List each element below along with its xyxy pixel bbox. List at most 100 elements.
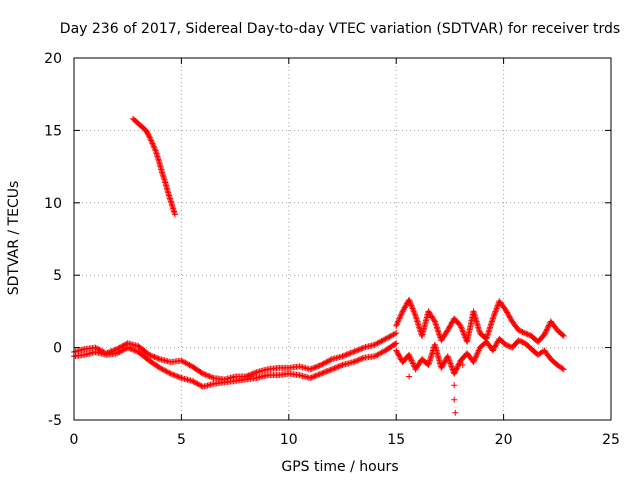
data-point [543,327,550,334]
data-point [358,355,365,362]
data-point [448,363,455,370]
data-point [352,347,359,354]
data-point [150,353,157,360]
data-point [173,372,180,379]
chart-title: Day 236 of 2017, Sidereal Day-to-day VTE… [60,21,620,37]
data-point [318,361,325,368]
data-point [320,360,327,367]
data-point [492,342,499,349]
data-point [490,314,497,321]
data-point [441,359,448,366]
data-point [383,335,390,342]
data-point [396,353,403,360]
data-point [379,348,386,355]
data-point [446,357,453,364]
data-point [502,341,509,348]
data-point [122,346,129,353]
data-point [338,362,345,369]
data-point [331,365,338,372]
data-point [131,347,138,354]
data-point [502,306,509,313]
data-point [205,372,212,379]
data-point [406,353,413,360]
data-point [452,368,459,375]
data-point [505,342,512,349]
data-point [375,351,382,358]
data-point [448,320,455,327]
data-point [493,305,500,312]
data-point [170,371,177,378]
data-point [522,330,529,337]
data-point [207,373,214,380]
x-tick-label: 5 [177,432,186,448]
data-point [186,361,193,368]
data-point [158,365,165,372]
data-point [409,305,416,312]
data-point [163,368,170,375]
data-point [312,372,319,379]
data-point [151,354,158,361]
data-point [505,312,512,319]
data-point [351,348,358,355]
data-point [116,348,123,355]
data-point [407,301,414,308]
data-point [377,350,384,357]
data-point [458,325,465,332]
data-point [439,362,446,369]
data-point [441,358,448,365]
data-point [393,321,400,328]
data-point [206,373,213,380]
data-point [397,355,404,362]
data-point [445,354,452,361]
data-point [515,337,522,344]
data-point [406,373,413,380]
data-point [171,372,178,379]
data-point [446,323,453,330]
data-point [308,365,315,372]
data-point [315,363,322,370]
data-point [246,371,253,378]
data-point [520,329,527,336]
data-point [393,330,400,337]
data-point [358,345,365,352]
data-point [492,309,499,316]
data-point [504,310,511,317]
data-point [409,304,416,311]
data-point [202,371,209,378]
data-point [543,326,550,333]
data-point [451,396,458,403]
data-point [390,331,397,338]
data-point [311,364,318,371]
data-point [324,358,331,365]
data-point [451,370,458,377]
data-point [307,366,314,373]
data-point [452,409,459,416]
data-point [150,143,157,150]
data-point [324,367,331,374]
data-point [115,349,122,356]
data-point [194,380,201,387]
data-point [444,353,451,360]
data-point [459,361,466,368]
data-point [516,327,523,334]
data-point [440,361,447,368]
data-point [378,338,385,345]
data-point [320,369,327,376]
data-point [332,364,339,371]
data-point [148,137,155,144]
data-point [399,309,405,316]
data-point [374,351,381,358]
data-point [311,373,318,380]
data-point [397,312,404,319]
data-point [373,340,380,347]
data-point [164,369,171,376]
data-point [167,370,174,377]
data-point [371,353,378,360]
data-point [395,317,402,324]
data-point [309,373,316,380]
data-point [408,302,415,309]
data-point [397,314,404,321]
data-point [308,374,315,381]
data-point [519,339,526,346]
data-point [177,374,184,381]
